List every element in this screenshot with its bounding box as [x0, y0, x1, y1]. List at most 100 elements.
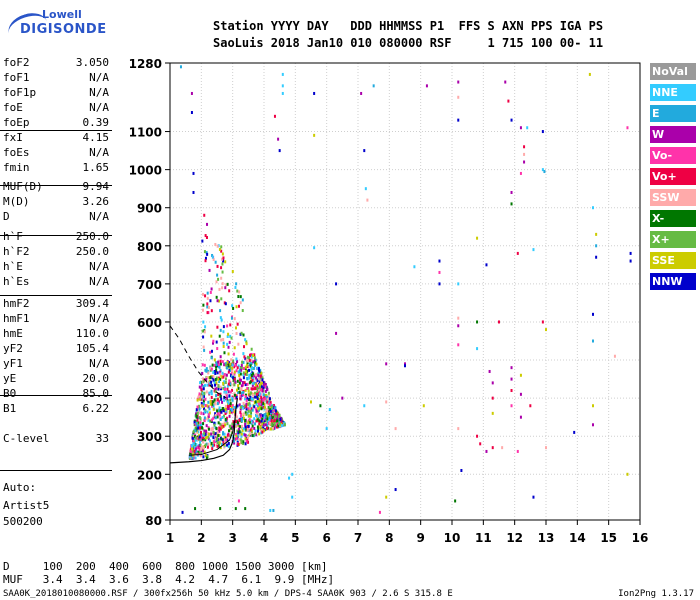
echo-point	[264, 382, 267, 386]
echo-point	[248, 358, 251, 362]
echo-point	[198, 447, 201, 451]
echo-point	[194, 456, 197, 460]
echo-point	[272, 426, 275, 430]
echo-point	[267, 395, 270, 399]
echo-point	[271, 411, 274, 415]
echo-point	[242, 352, 245, 356]
echo-point	[245, 405, 248, 409]
echo-point	[248, 418, 251, 422]
echo-point	[216, 409, 219, 413]
echo-point	[239, 332, 242, 336]
echo-point	[195, 450, 198, 454]
echo-point	[193, 449, 196, 453]
echo-point	[261, 422, 264, 426]
echo-point	[254, 395, 257, 399]
echo-point	[233, 406, 236, 410]
echo-point	[457, 427, 460, 431]
echo-point	[217, 421, 220, 425]
echo-point	[265, 409, 268, 413]
echo-point	[248, 429, 251, 433]
echo-point	[457, 343, 460, 347]
echo-point	[227, 406, 230, 410]
echo-point	[233, 377, 236, 381]
echo-point	[221, 407, 224, 411]
echo-point	[196, 446, 199, 450]
echo-point	[263, 396, 266, 400]
echo-point	[325, 427, 328, 431]
echo-point	[213, 389, 216, 393]
echo-point	[541, 130, 544, 134]
echo-point	[214, 242, 217, 246]
echo-point	[231, 396, 234, 400]
x-tick-label: 10	[444, 531, 461, 545]
echo-point	[227, 332, 230, 336]
echo-point	[219, 355, 222, 359]
echo-point	[250, 428, 253, 432]
param-name: hmF2	[3, 297, 30, 310]
echo-point	[222, 424, 225, 428]
echo-point	[438, 282, 441, 286]
echo-point	[227, 370, 230, 374]
echo-point	[454, 499, 457, 503]
echo-point	[237, 391, 240, 395]
echo-point	[259, 425, 262, 429]
echo-point	[231, 372, 234, 376]
logo-text-lowell: Lowell	[42, 8, 82, 21]
param-value: 3.26	[82, 195, 110, 208]
echo-point	[218, 429, 221, 433]
param-value: 4.15	[82, 131, 110, 144]
echo-point	[217, 434, 220, 438]
echo-point	[205, 424, 208, 428]
echo-point	[241, 309, 244, 313]
param-row-4: foEp 0.39	[3, 116, 109, 131]
echo-point	[244, 388, 247, 392]
echo-point	[193, 456, 196, 460]
echo-point	[259, 383, 262, 387]
echo-point	[211, 384, 214, 388]
echo-point	[213, 398, 216, 402]
echo-point	[224, 286, 227, 290]
legend-item-x-: X+	[650, 231, 696, 248]
echo-point	[222, 330, 225, 334]
echo-point	[237, 431, 240, 435]
echo-point	[254, 407, 257, 411]
echo-point	[217, 299, 220, 303]
echo-point	[197, 404, 200, 408]
echo-point	[211, 363, 214, 367]
echo-point	[201, 329, 204, 333]
echo-point	[595, 255, 598, 259]
echo-point	[248, 373, 251, 377]
echo-point	[266, 400, 269, 404]
echo-point	[269, 409, 272, 413]
echo-point	[273, 419, 276, 423]
echo-point	[422, 404, 425, 408]
echo-point	[240, 440, 243, 444]
echo-point	[222, 381, 225, 385]
echo-point	[277, 419, 280, 423]
echo-point	[229, 390, 232, 394]
echo-point	[218, 406, 221, 410]
echo-point	[251, 387, 254, 391]
echo-point	[239, 412, 242, 416]
y-tick-label: 200	[137, 468, 162, 482]
echo-point	[254, 429, 257, 433]
echo-point	[210, 443, 213, 447]
echo-point	[242, 333, 245, 337]
param-value: 105.4	[75, 342, 109, 355]
echo-point	[199, 417, 202, 421]
param-row-17: hmE 110.0	[3, 327, 109, 342]
echo-point	[247, 409, 250, 413]
echo-point	[247, 389, 250, 393]
echo-point	[214, 398, 217, 402]
echo-point	[245, 439, 248, 443]
echo-point	[238, 373, 241, 377]
echo-point	[214, 402, 217, 406]
echo-point	[262, 393, 265, 397]
echo-point	[215, 280, 218, 284]
echo-point	[202, 380, 205, 384]
echo-point	[230, 358, 233, 362]
param-name: B0	[3, 387, 17, 400]
echo-point	[228, 424, 231, 428]
echo-point	[219, 385, 222, 389]
echo-point	[216, 402, 219, 406]
